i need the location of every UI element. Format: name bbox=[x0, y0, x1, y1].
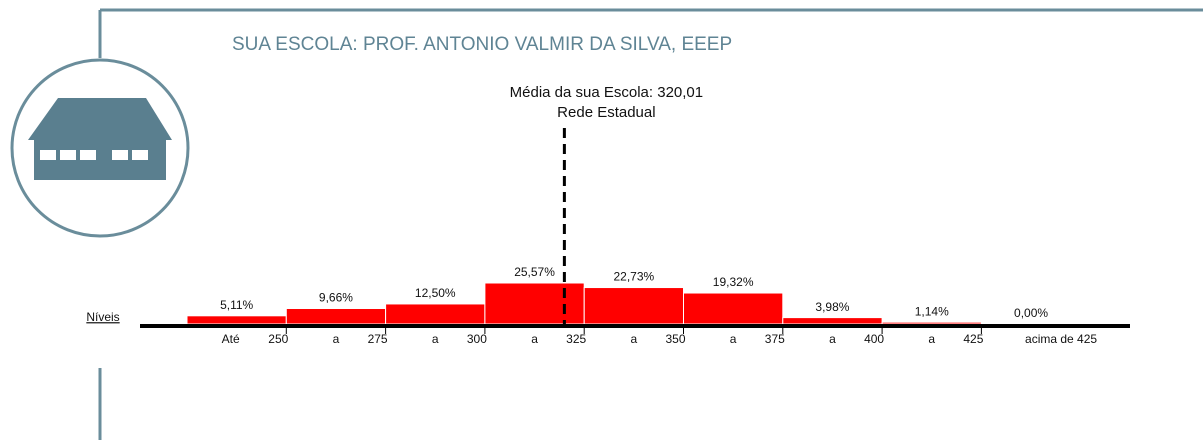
x-category-label: a bbox=[333, 332, 340, 346]
value-label: 9,66% bbox=[319, 291, 353, 305]
x-tick-label: 325 bbox=[566, 332, 586, 346]
bar bbox=[782, 317, 883, 325]
x-category-label: a bbox=[928, 332, 935, 346]
value-label: 0,00% bbox=[1014, 306, 1048, 320]
x-category-label: a bbox=[631, 332, 638, 346]
x-tick-label: 275 bbox=[368, 332, 388, 346]
school-icon bbox=[28, 98, 172, 180]
x-tick-label: 375 bbox=[765, 332, 785, 346]
value-label: 19,32% bbox=[713, 275, 754, 289]
x-tick-label: 250 bbox=[268, 332, 288, 346]
chart-title: SUA ESCOLA: PROF. ANTONIO VALMIR DA SILV… bbox=[232, 34, 732, 55]
value-label: 5,11% bbox=[220, 298, 253, 312]
x-tick-label: 425 bbox=[963, 332, 983, 346]
value-label: 3,98% bbox=[815, 300, 849, 314]
bar bbox=[583, 287, 685, 325]
mean-sublabel: Rede Estadual bbox=[557, 104, 655, 121]
bar bbox=[385, 303, 486, 325]
value-label: 12,50% bbox=[415, 286, 456, 300]
x-category-label: a bbox=[829, 332, 836, 346]
x-category-label: Até bbox=[222, 332, 240, 346]
bar bbox=[285, 308, 387, 325]
bar bbox=[683, 292, 784, 325]
x-tick-label: 300 bbox=[467, 332, 487, 346]
x-category-label: a bbox=[730, 332, 737, 346]
value-label: 1,14% bbox=[915, 304, 949, 318]
axis-label: Níveis bbox=[86, 310, 119, 324]
bar bbox=[484, 282, 585, 325]
x-category-label: a bbox=[432, 332, 439, 346]
value-label: 25,57% bbox=[514, 265, 555, 279]
x-tick-label: 350 bbox=[665, 332, 685, 346]
x-tick-label: 400 bbox=[864, 332, 884, 346]
bar bbox=[881, 321, 982, 325]
bar bbox=[186, 315, 287, 325]
mean-label: Média da sua Escola: 320,01 bbox=[510, 84, 703, 101]
x-category-label: a bbox=[531, 332, 538, 346]
value-label: 22,73% bbox=[613, 270, 654, 284]
x-category-label: acima de 425 bbox=[1025, 332, 1097, 346]
